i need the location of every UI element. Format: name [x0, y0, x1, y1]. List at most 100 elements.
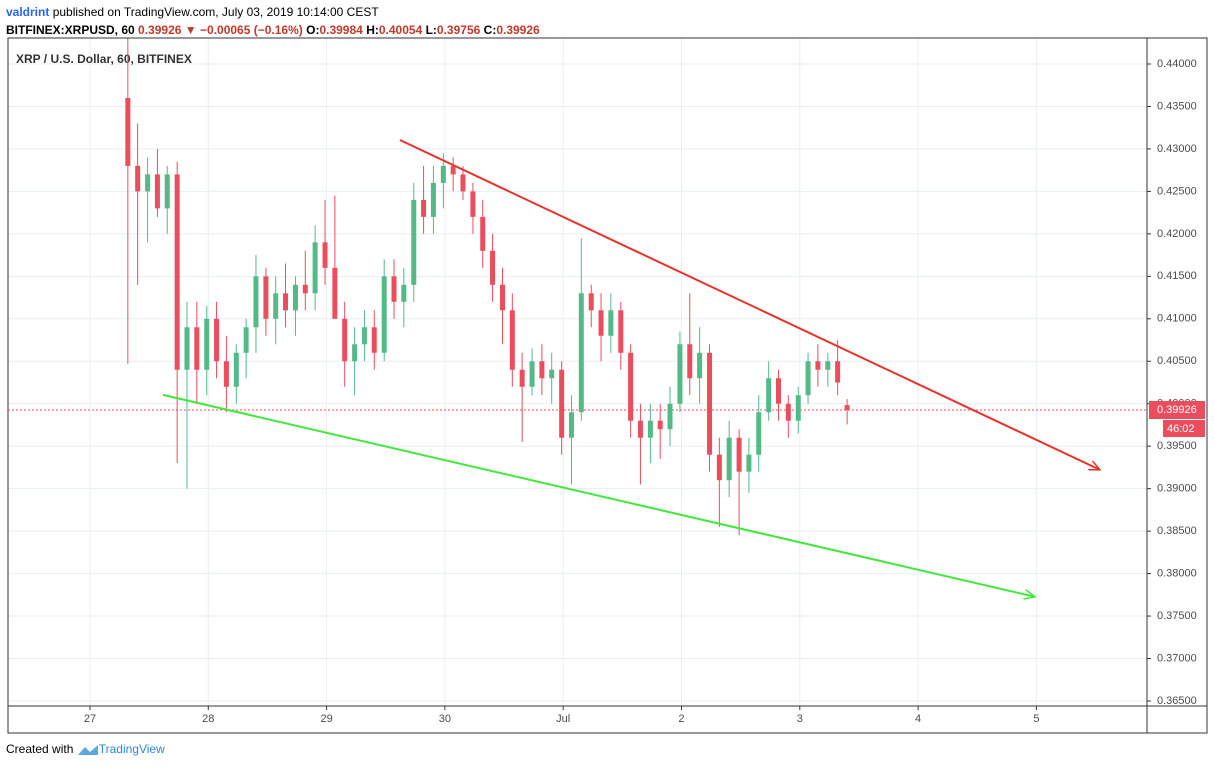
- trend-line: [399, 139, 1100, 471]
- l: 0.39756: [436, 23, 481, 37]
- publish-line: valdrint published on TradingView.com, J…: [6, 5, 379, 19]
- candle-body: [795, 395, 801, 421]
- candle-body: [243, 327, 249, 353]
- c-label: C:: [483, 23, 497, 37]
- candle-body: [450, 165, 456, 175]
- grid: [8, 38, 1147, 706]
- candle-body: [588, 293, 594, 311]
- candle-body: [559, 369, 565, 438]
- o: 0.39984: [319, 23, 363, 37]
- h: 0.40054: [378, 23, 423, 37]
- candle-body: [677, 344, 683, 404]
- candle-body: [726, 437, 732, 481]
- candle-body: [707, 352, 713, 455]
- c: 0.39926: [496, 23, 540, 37]
- change: −0.00065 (−0.16%): [200, 23, 303, 37]
- candle-body: [361, 327, 367, 345]
- ohlc-line: BITFINEX:XRPUSD, 60 0.39926 ▼ −0.00065 (…: [6, 23, 540, 37]
- candle-body: [509, 310, 515, 370]
- last-price-box: [1149, 401, 1205, 420]
- x-tick-label: 5: [1033, 713, 1039, 725]
- candle-body: [411, 199, 417, 285]
- candle-body: [391, 276, 397, 302]
- candle-body: [618, 310, 624, 353]
- trend-line: [162, 393, 1035, 597]
- candle-body: [598, 310, 604, 336]
- logo: [77, 744, 98, 755]
- candle-body: [637, 420, 643, 438]
- candle-body: [460, 174, 466, 192]
- candle-body: [549, 369, 555, 379]
- candle-body: [322, 242, 328, 268]
- x-tick-label: 2: [678, 713, 684, 725]
- candle-body: [204, 318, 210, 370]
- candle-body: [835, 361, 841, 383]
- candle-body: [825, 361, 831, 370]
- y-tick-label: 0.42500: [1157, 185, 1197, 197]
- candle-body: [736, 437, 742, 472]
- candle-body: [283, 293, 289, 311]
- candle-body: [145, 174, 151, 192]
- y-tick-label: 0.43000: [1157, 143, 1197, 155]
- candle-body: [154, 174, 160, 209]
- last-price-label: 0.39926: [1157, 404, 1197, 416]
- l-label: L:: [425, 23, 437, 37]
- y-tick-label: 0.38000: [1157, 567, 1197, 579]
- candle-body: [312, 242, 318, 294]
- brand[interactable]: TradingView: [98, 742, 165, 756]
- candle-body: [184, 327, 190, 370]
- candle-body: [164, 174, 170, 209]
- candle-body: [292, 284, 298, 311]
- candle-body: [785, 403, 791, 421]
- footer: Created with TradingView: [6, 742, 165, 756]
- candle-body: [657, 420, 663, 430]
- created: Created with: [6, 742, 74, 756]
- candle-body: [194, 327, 200, 370]
- candle-body: [746, 454, 752, 472]
- y-tick-label: 0.41500: [1157, 270, 1197, 282]
- candle-body: [519, 369, 525, 387]
- legend: XRP / U.S. Dollar, 60, BITFINEX: [16, 52, 192, 66]
- candle-body: [687, 344, 693, 379]
- candle-body: [421, 199, 427, 217]
- candle-body: [273, 293, 279, 319]
- x-tick-label: 28: [202, 713, 214, 725]
- h-label: H:: [366, 23, 379, 37]
- candle-body: [371, 327, 377, 353]
- y-tick-label: 0.37000: [1157, 652, 1197, 664]
- candle-body: [844, 405, 850, 411]
- candle-body: [223, 361, 229, 387]
- candle-body: [253, 276, 259, 328]
- y-tick-label: 0.39000: [1157, 483, 1197, 495]
- x-tick-label: 29: [320, 713, 332, 725]
- candle-body: [381, 276, 387, 353]
- y-tick-label: 0.36500: [1157, 695, 1197, 707]
- x-tick-label: 30: [439, 713, 451, 725]
- candle-body: [342, 318, 348, 362]
- y-tick-label: 0.42000: [1157, 228, 1197, 240]
- candle-body: [214, 318, 220, 362]
- y-tick-label: 0.40500: [1157, 355, 1197, 367]
- candle-body: [756, 412, 762, 455]
- candle-body: [302, 284, 308, 294]
- candle-body: [815, 361, 821, 370]
- frame: [7, 37, 1208, 734]
- candle-body: [716, 454, 722, 481]
- candle-body: [174, 174, 180, 370]
- y-tick-label: 0.38500: [1157, 525, 1197, 537]
- candle-body: [766, 378, 772, 413]
- candle-body: [401, 284, 407, 302]
- author[interactable]: valdrint: [6, 5, 50, 19]
- candle-body: [805, 361, 811, 396]
- candle-body: [667, 403, 673, 430]
- candle-body: [568, 412, 574, 438]
- x-tick-label: 4: [915, 713, 921, 725]
- candle-body: [608, 310, 614, 336]
- symbol: BITFINEX:XRPUSD, 60: [6, 23, 135, 37]
- countdown-box: [1163, 420, 1205, 438]
- candle-body: [480, 216, 486, 251]
- candle-body: [647, 420, 653, 438]
- candle-body: [135, 165, 141, 192]
- y-tick-label: 0.37500: [1157, 610, 1197, 622]
